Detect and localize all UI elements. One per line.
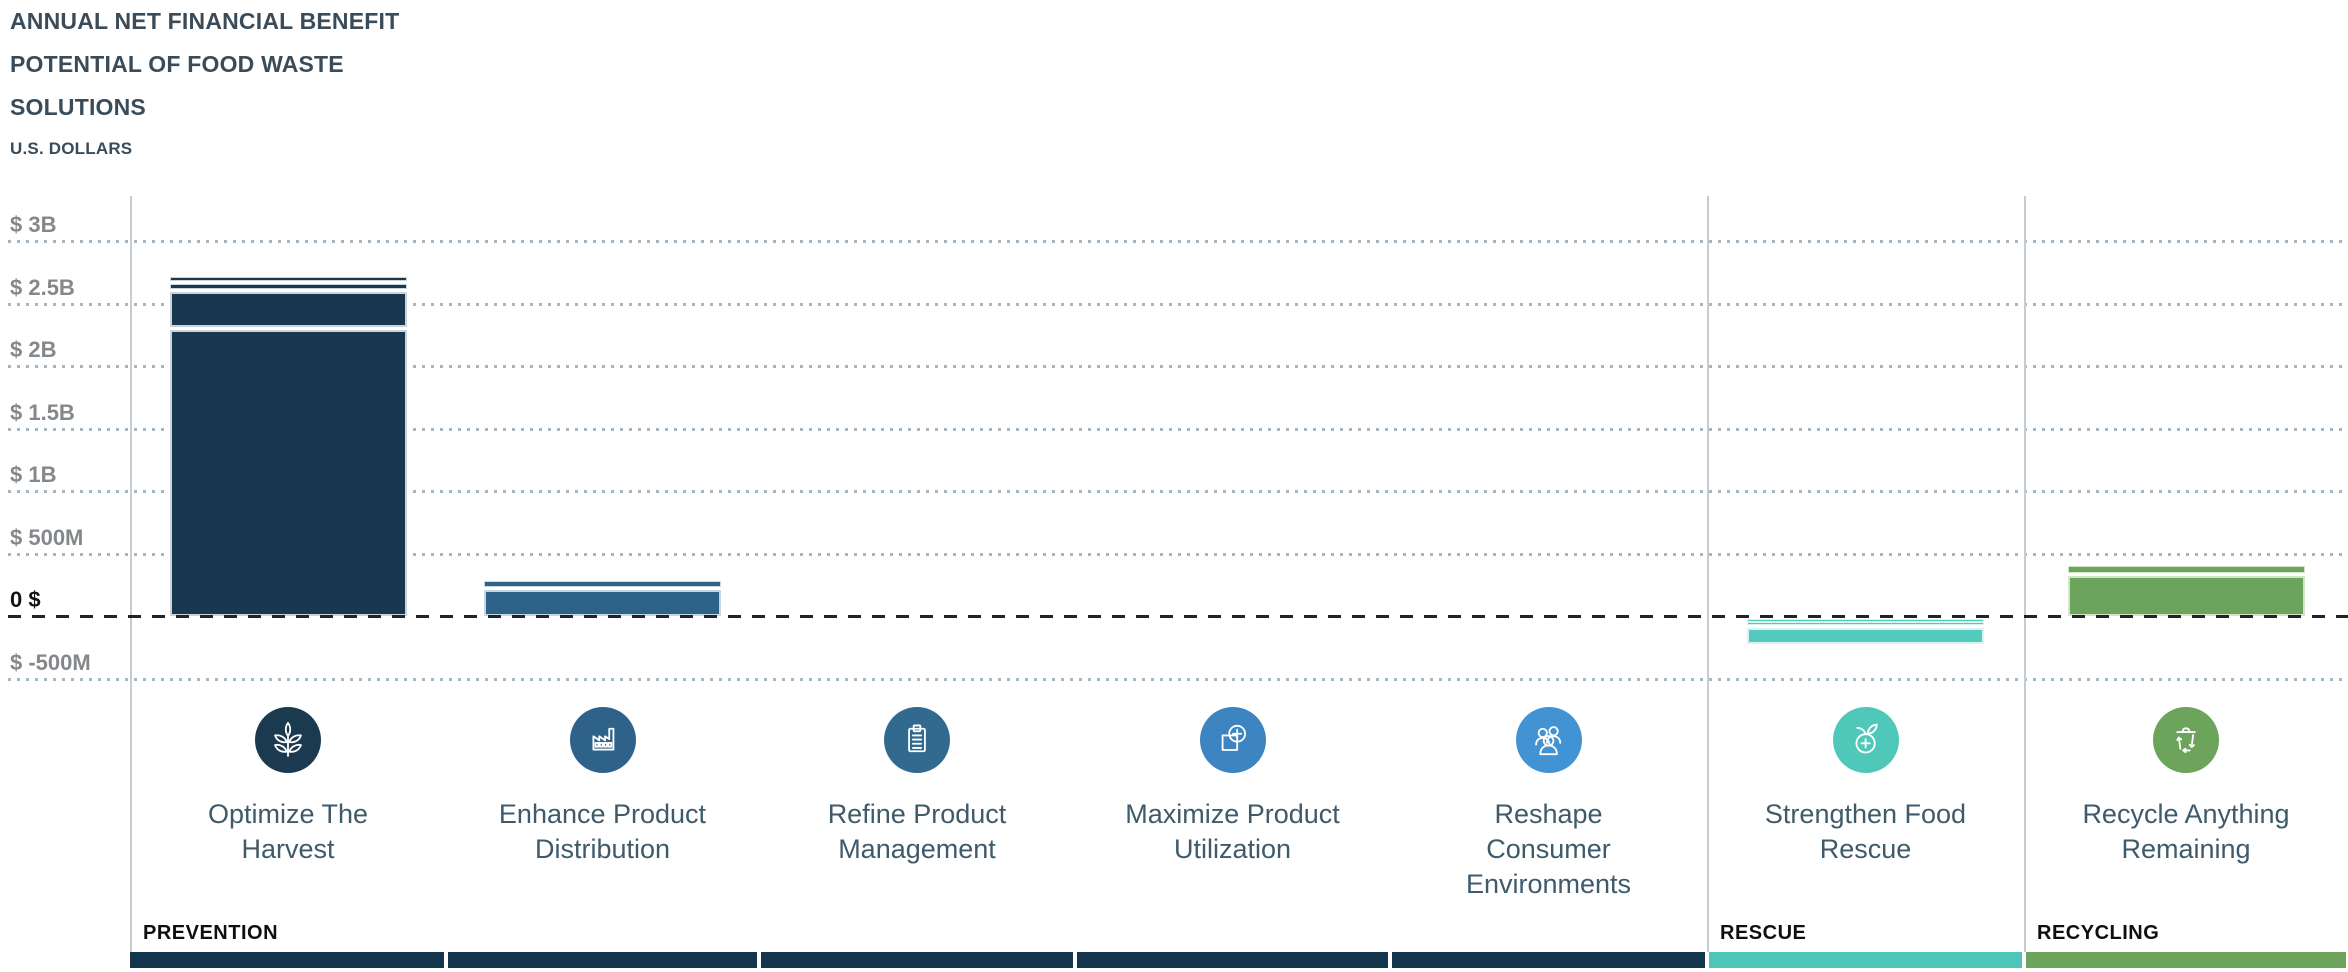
category-label-line: Maximize Product xyxy=(1125,799,1340,829)
bar-plant xyxy=(169,277,407,616)
chart-title-line-1: ANNUAL NET FINANCIAL BENEFIT xyxy=(10,8,400,34)
y-axis-tick-label: $ 2B xyxy=(10,337,57,362)
category-label: Optimize The Harvest xyxy=(123,797,453,867)
gridline-1000 xyxy=(8,490,2348,493)
group-strip-segment xyxy=(1392,952,1705,968)
category-label-line: Recycle Anything xyxy=(2082,799,2290,829)
category-icon-circle xyxy=(1832,707,1899,773)
bar-segment[interactable] xyxy=(169,277,407,281)
category-label-line: Harvest xyxy=(241,834,335,864)
category-label-line: Environments xyxy=(1465,869,1632,899)
category-label-line: Consumer xyxy=(1486,834,1611,864)
group-strip-segment xyxy=(448,952,757,968)
group-strip-segment xyxy=(1077,952,1388,968)
zero-baseline xyxy=(8,615,2348,618)
category-label: Strengthen Food Rescue xyxy=(1701,797,2031,867)
y-axis-line xyxy=(130,196,132,952)
bar-segment[interactable] xyxy=(2067,566,2305,573)
y-axis-tick-label: $ 500M xyxy=(10,524,84,550)
y-axis-tick-label: $ -500M xyxy=(10,649,91,675)
group-label-recycling: RECYCLING xyxy=(2037,922,2160,944)
category-label-line: Management xyxy=(838,834,996,864)
gridline-2000 xyxy=(8,365,2348,368)
bar-segment[interactable] xyxy=(484,581,721,587)
bar-segment[interactable] xyxy=(484,589,721,616)
category-label-line: Reshape xyxy=(1494,799,1603,829)
category-label-line: Optimize The xyxy=(207,799,369,829)
bar-recycle-bin xyxy=(2067,566,2305,616)
category-icon-circle xyxy=(255,707,321,773)
gridline--500 xyxy=(8,677,2348,681)
category-label: Recycle Anything Remaining xyxy=(2021,797,2348,867)
y-axis-tick-label: $ 1B xyxy=(10,462,57,487)
gridline-1500 xyxy=(8,427,2348,431)
bar-segment[interactable] xyxy=(169,283,407,290)
box-plus-icon xyxy=(1221,724,1246,751)
category-icon-circle xyxy=(884,707,950,773)
y-axis-tick-label: $ 1.5B xyxy=(10,399,75,425)
category-icon-circle xyxy=(1199,707,1266,773)
group-separator-line xyxy=(1707,196,1709,952)
category-label: Reshape Consumer Environments xyxy=(1384,797,1714,902)
category-icon-circle xyxy=(2153,707,2219,773)
gridline-3000 xyxy=(8,240,2348,243)
bar-apple-plus xyxy=(1747,619,1984,644)
category-label-line: Strengthen Food xyxy=(1764,799,1967,829)
category-icon-circle xyxy=(569,707,636,773)
factory-icon xyxy=(592,727,614,751)
category-label-line: Enhance Product xyxy=(498,799,707,829)
y-axis-tick-label: $ 3B xyxy=(10,212,57,237)
category-label-line: Distribution xyxy=(534,834,671,864)
category-label: Refine Product Management xyxy=(752,797,1082,867)
category-label-line: Remaining xyxy=(2121,834,2251,864)
people-icon xyxy=(1534,726,1561,756)
bar-segment[interactable] xyxy=(169,329,407,616)
chart-title-line-3: SOLUTIONS xyxy=(10,94,146,120)
group-strip-segment xyxy=(1709,952,2022,968)
clipboard-icon xyxy=(908,724,926,753)
gridline-500 xyxy=(8,552,2348,556)
group-strip-segment xyxy=(761,952,1073,968)
group-label-rescue: RESCUE xyxy=(1720,922,1807,944)
apple-plus-icon xyxy=(1855,723,1878,754)
bar-segment[interactable] xyxy=(1747,621,1984,625)
bar-segment[interactable] xyxy=(169,292,407,327)
y-axis-tick-label: 0 $ xyxy=(10,587,41,612)
y-axis-tick-label: $ 2.5B xyxy=(10,274,75,300)
recycle-bin-icon xyxy=(2176,727,2196,754)
chart-subtitle: U.S. DOLLARS xyxy=(10,139,133,158)
category-label-line: Refine Product xyxy=(827,799,1007,829)
category-label: Enhance Product Distribution xyxy=(438,797,768,867)
bar-segment[interactable] xyxy=(2067,576,2305,616)
category-label-line: Utilization xyxy=(1173,834,1292,864)
plant-icon xyxy=(274,722,302,757)
chart-title-line-2: POTENTIAL OF FOOD WASTE xyxy=(10,51,344,77)
category-icon-circle xyxy=(1515,707,1582,773)
group-label-prevention: PREVENTION xyxy=(143,922,279,944)
category-label: Maximize Product Utilization xyxy=(1068,797,1398,867)
bar-segment[interactable] xyxy=(1747,627,1984,644)
group-strip-segment xyxy=(2026,952,2346,968)
group-separator-line xyxy=(2024,196,2026,952)
gridline-2500 xyxy=(8,302,2348,306)
group-strip-segment xyxy=(130,952,444,968)
category-label-line: Rescue xyxy=(1819,834,1912,864)
bar-factory xyxy=(484,581,721,616)
